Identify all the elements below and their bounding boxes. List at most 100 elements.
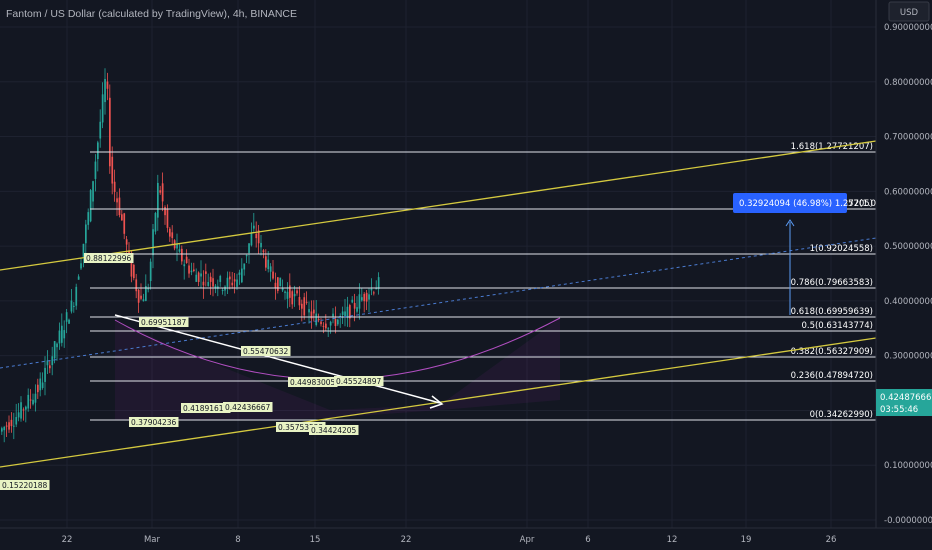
price-label: 0.34424205 xyxy=(311,426,357,435)
price-axis-bg xyxy=(876,0,932,528)
candle-body xyxy=(293,293,296,297)
candle-body xyxy=(164,207,166,216)
candle-body xyxy=(344,311,346,317)
candle-body xyxy=(1,428,3,432)
candle-body xyxy=(279,277,282,287)
candle-body xyxy=(248,243,250,253)
candle-body xyxy=(231,282,234,286)
candle-body xyxy=(238,272,241,275)
candle-body xyxy=(44,367,46,382)
candle-body xyxy=(368,294,370,300)
candle-body xyxy=(281,287,284,291)
candle-body xyxy=(310,311,313,319)
candle-body xyxy=(243,263,246,270)
candle-body xyxy=(140,295,142,299)
candle-body xyxy=(327,328,330,330)
candle-body xyxy=(356,307,358,312)
candle-body xyxy=(154,213,157,232)
candle-body xyxy=(65,312,68,322)
candle-body xyxy=(363,293,366,302)
price-label: 0.44983005 xyxy=(290,378,336,387)
currency-label: USD xyxy=(900,8,919,18)
candle-body xyxy=(274,282,277,288)
candle-body xyxy=(346,306,349,318)
candle-body xyxy=(269,266,272,272)
price-label: 0.88122996 xyxy=(86,254,132,263)
candle-body xyxy=(334,318,337,327)
candle-body xyxy=(87,212,90,225)
price-labels: 0.88122996 0.69951187 0.55470632 0.44983005… xyxy=(0,253,384,490)
time-label: 22 xyxy=(401,535,412,545)
candle-body xyxy=(351,299,354,303)
candle-body xyxy=(73,305,75,307)
candle-body xyxy=(97,142,99,160)
price-label-box xyxy=(241,346,291,356)
candle-body xyxy=(5,425,8,427)
candle-body xyxy=(104,78,106,103)
candle-body xyxy=(301,303,303,309)
time-label: 6 xyxy=(585,535,590,545)
candle-body xyxy=(370,288,373,291)
candle-body xyxy=(272,271,274,279)
candle-body xyxy=(291,291,294,305)
candle-body xyxy=(149,261,152,282)
price-label-box xyxy=(181,403,231,413)
time-label: 15 xyxy=(310,535,321,545)
fib-label: 0.382(0.56327909) xyxy=(791,347,873,357)
candle-body xyxy=(193,269,195,271)
current-price: 0.42487666 xyxy=(880,393,931,403)
candle-body xyxy=(197,272,200,282)
candle-body xyxy=(358,294,361,309)
candle-body xyxy=(56,343,58,348)
candle-body xyxy=(349,305,351,319)
candle-body xyxy=(125,239,128,245)
drawings: 1.618(1.27721207)1.272(1.07735705)1(0.92… xyxy=(0,140,917,468)
candle-body xyxy=(142,299,145,302)
price-tick: 0.50000000 xyxy=(884,242,932,252)
time-axis[interactable]: 22 Mar 8 15 22 Apr 6 12 19 26 xyxy=(0,527,932,545)
candle-body xyxy=(315,313,318,325)
candle-body xyxy=(209,276,212,282)
candle-body xyxy=(68,319,70,324)
candle-body xyxy=(118,197,121,216)
trend-arrow-line xyxy=(114,314,441,404)
price-label: 0.35753522 xyxy=(278,423,324,432)
candle-body xyxy=(375,288,378,290)
candle-body xyxy=(188,265,190,274)
price-label: 0.69951187 xyxy=(141,318,187,327)
candle-body xyxy=(82,243,85,257)
price-label: 0.45524897 xyxy=(336,377,382,386)
candle-body xyxy=(233,279,236,282)
price-label-box xyxy=(84,253,134,263)
candle-body xyxy=(41,382,44,388)
candle-body xyxy=(113,181,116,192)
candle-body xyxy=(111,156,114,184)
candle-body xyxy=(8,422,10,430)
candle-body xyxy=(176,243,178,249)
price-tick: 0.30000000 xyxy=(884,352,932,362)
fib-label: 0.618(0.69959639) xyxy=(791,307,873,317)
candle-body xyxy=(219,275,222,282)
candle-body xyxy=(116,198,118,203)
candle-body xyxy=(171,232,174,239)
candle-body xyxy=(53,341,56,359)
candle-body xyxy=(262,250,265,253)
candle-body xyxy=(32,399,34,405)
candle-body xyxy=(200,273,202,277)
candle-body xyxy=(109,97,111,167)
candle-body xyxy=(377,277,380,290)
candle-body xyxy=(296,290,298,294)
price-label-box xyxy=(276,422,326,432)
candle-body xyxy=(3,426,6,431)
candle-body xyxy=(205,271,207,274)
candle-body xyxy=(51,356,54,366)
price-axis[interactable]: 1.800000001.700000001.600000001.50000000… xyxy=(875,0,932,528)
candle-body xyxy=(63,330,66,339)
candle-body xyxy=(183,264,186,267)
fib-label: 1(0.92024558) xyxy=(810,244,873,254)
candle-body xyxy=(260,242,262,248)
time-label: 12 xyxy=(667,535,678,545)
channel-upper xyxy=(0,140,877,271)
candle-body xyxy=(157,182,159,218)
